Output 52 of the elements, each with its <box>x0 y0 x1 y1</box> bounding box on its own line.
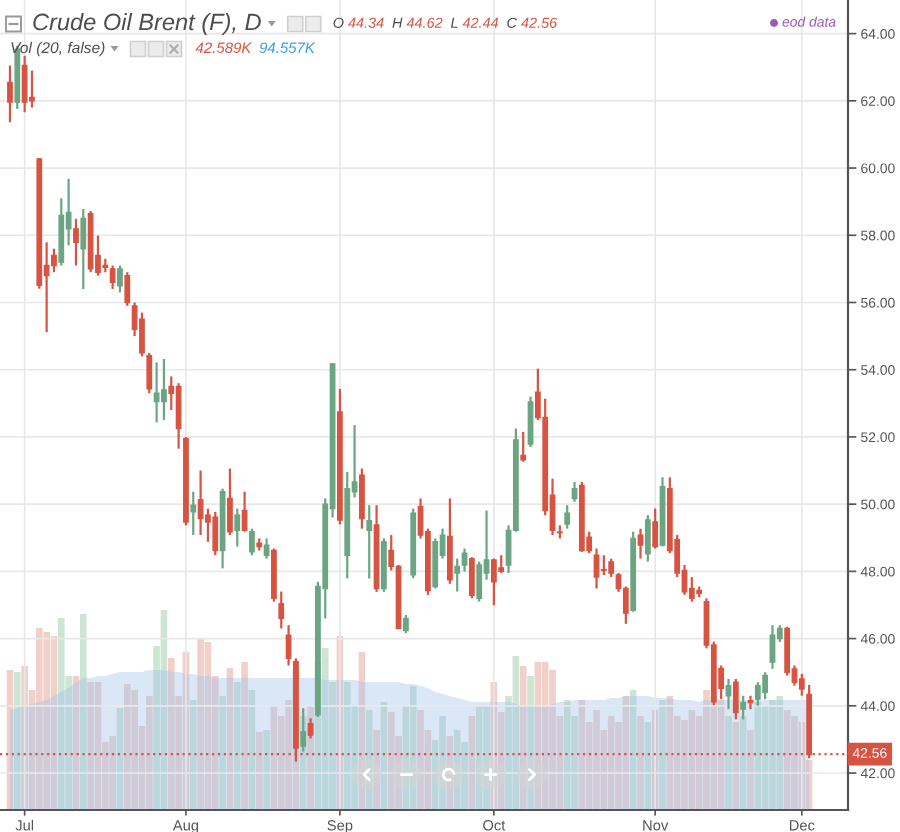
candlestick <box>637 527 644 560</box>
bar <box>321 648 329 810</box>
candlestick <box>490 557 497 607</box>
bar <box>57 618 65 810</box>
bar <box>483 706 490 810</box>
text: Crude Oil Brent (F), D <box>33 13 261 35</box>
bar <box>36 628 43 810</box>
candlestick <box>73 217 79 267</box>
candlestick <box>58 197 65 267</box>
candlestick <box>402 613 409 635</box>
bar <box>365 710 373 810</box>
bar <box>197 638 204 810</box>
candlestick <box>600 554 607 577</box>
candlestick <box>762 671 769 701</box>
bar <box>527 676 534 810</box>
candlestick <box>161 357 167 422</box>
candlestick <box>29 69 35 109</box>
candlestick <box>468 556 475 600</box>
bar <box>79 614 87 810</box>
candlestick <box>366 504 373 580</box>
candlestick <box>7 64 13 124</box>
candlestick <box>263 537 270 560</box>
candlestick <box>432 537 439 590</box>
bar <box>14 672 21 810</box>
bar <box>549 670 556 810</box>
candlestick <box>381 537 387 593</box>
candlestick <box>740 694 747 721</box>
candlestick <box>190 490 197 537</box>
candlestick <box>732 677 739 721</box>
candlestick <box>359 467 365 530</box>
candlestick <box>212 510 219 557</box>
bar <box>285 700 292 810</box>
candlestick <box>249 527 255 557</box>
candlestick <box>564 504 571 530</box>
candlestick <box>454 557 461 593</box>
bar <box>343 682 351 810</box>
candlestick <box>234 507 241 548</box>
candlestick <box>124 271 131 307</box>
candlestick <box>446 497 453 585</box>
candlestick <box>520 430 527 463</box>
candlestick <box>80 207 87 291</box>
candlestick <box>652 507 659 550</box>
bar <box>131 690 138 810</box>
candlestick <box>21 54 28 114</box>
candlestick <box>747 694 754 711</box>
bar <box>43 632 50 810</box>
candlestick <box>644 514 651 563</box>
candlestick <box>153 361 160 424</box>
candlestick <box>109 264 116 291</box>
candlestick <box>307 717 314 740</box>
candlestick <box>227 467 233 537</box>
candlestick <box>117 264 123 294</box>
